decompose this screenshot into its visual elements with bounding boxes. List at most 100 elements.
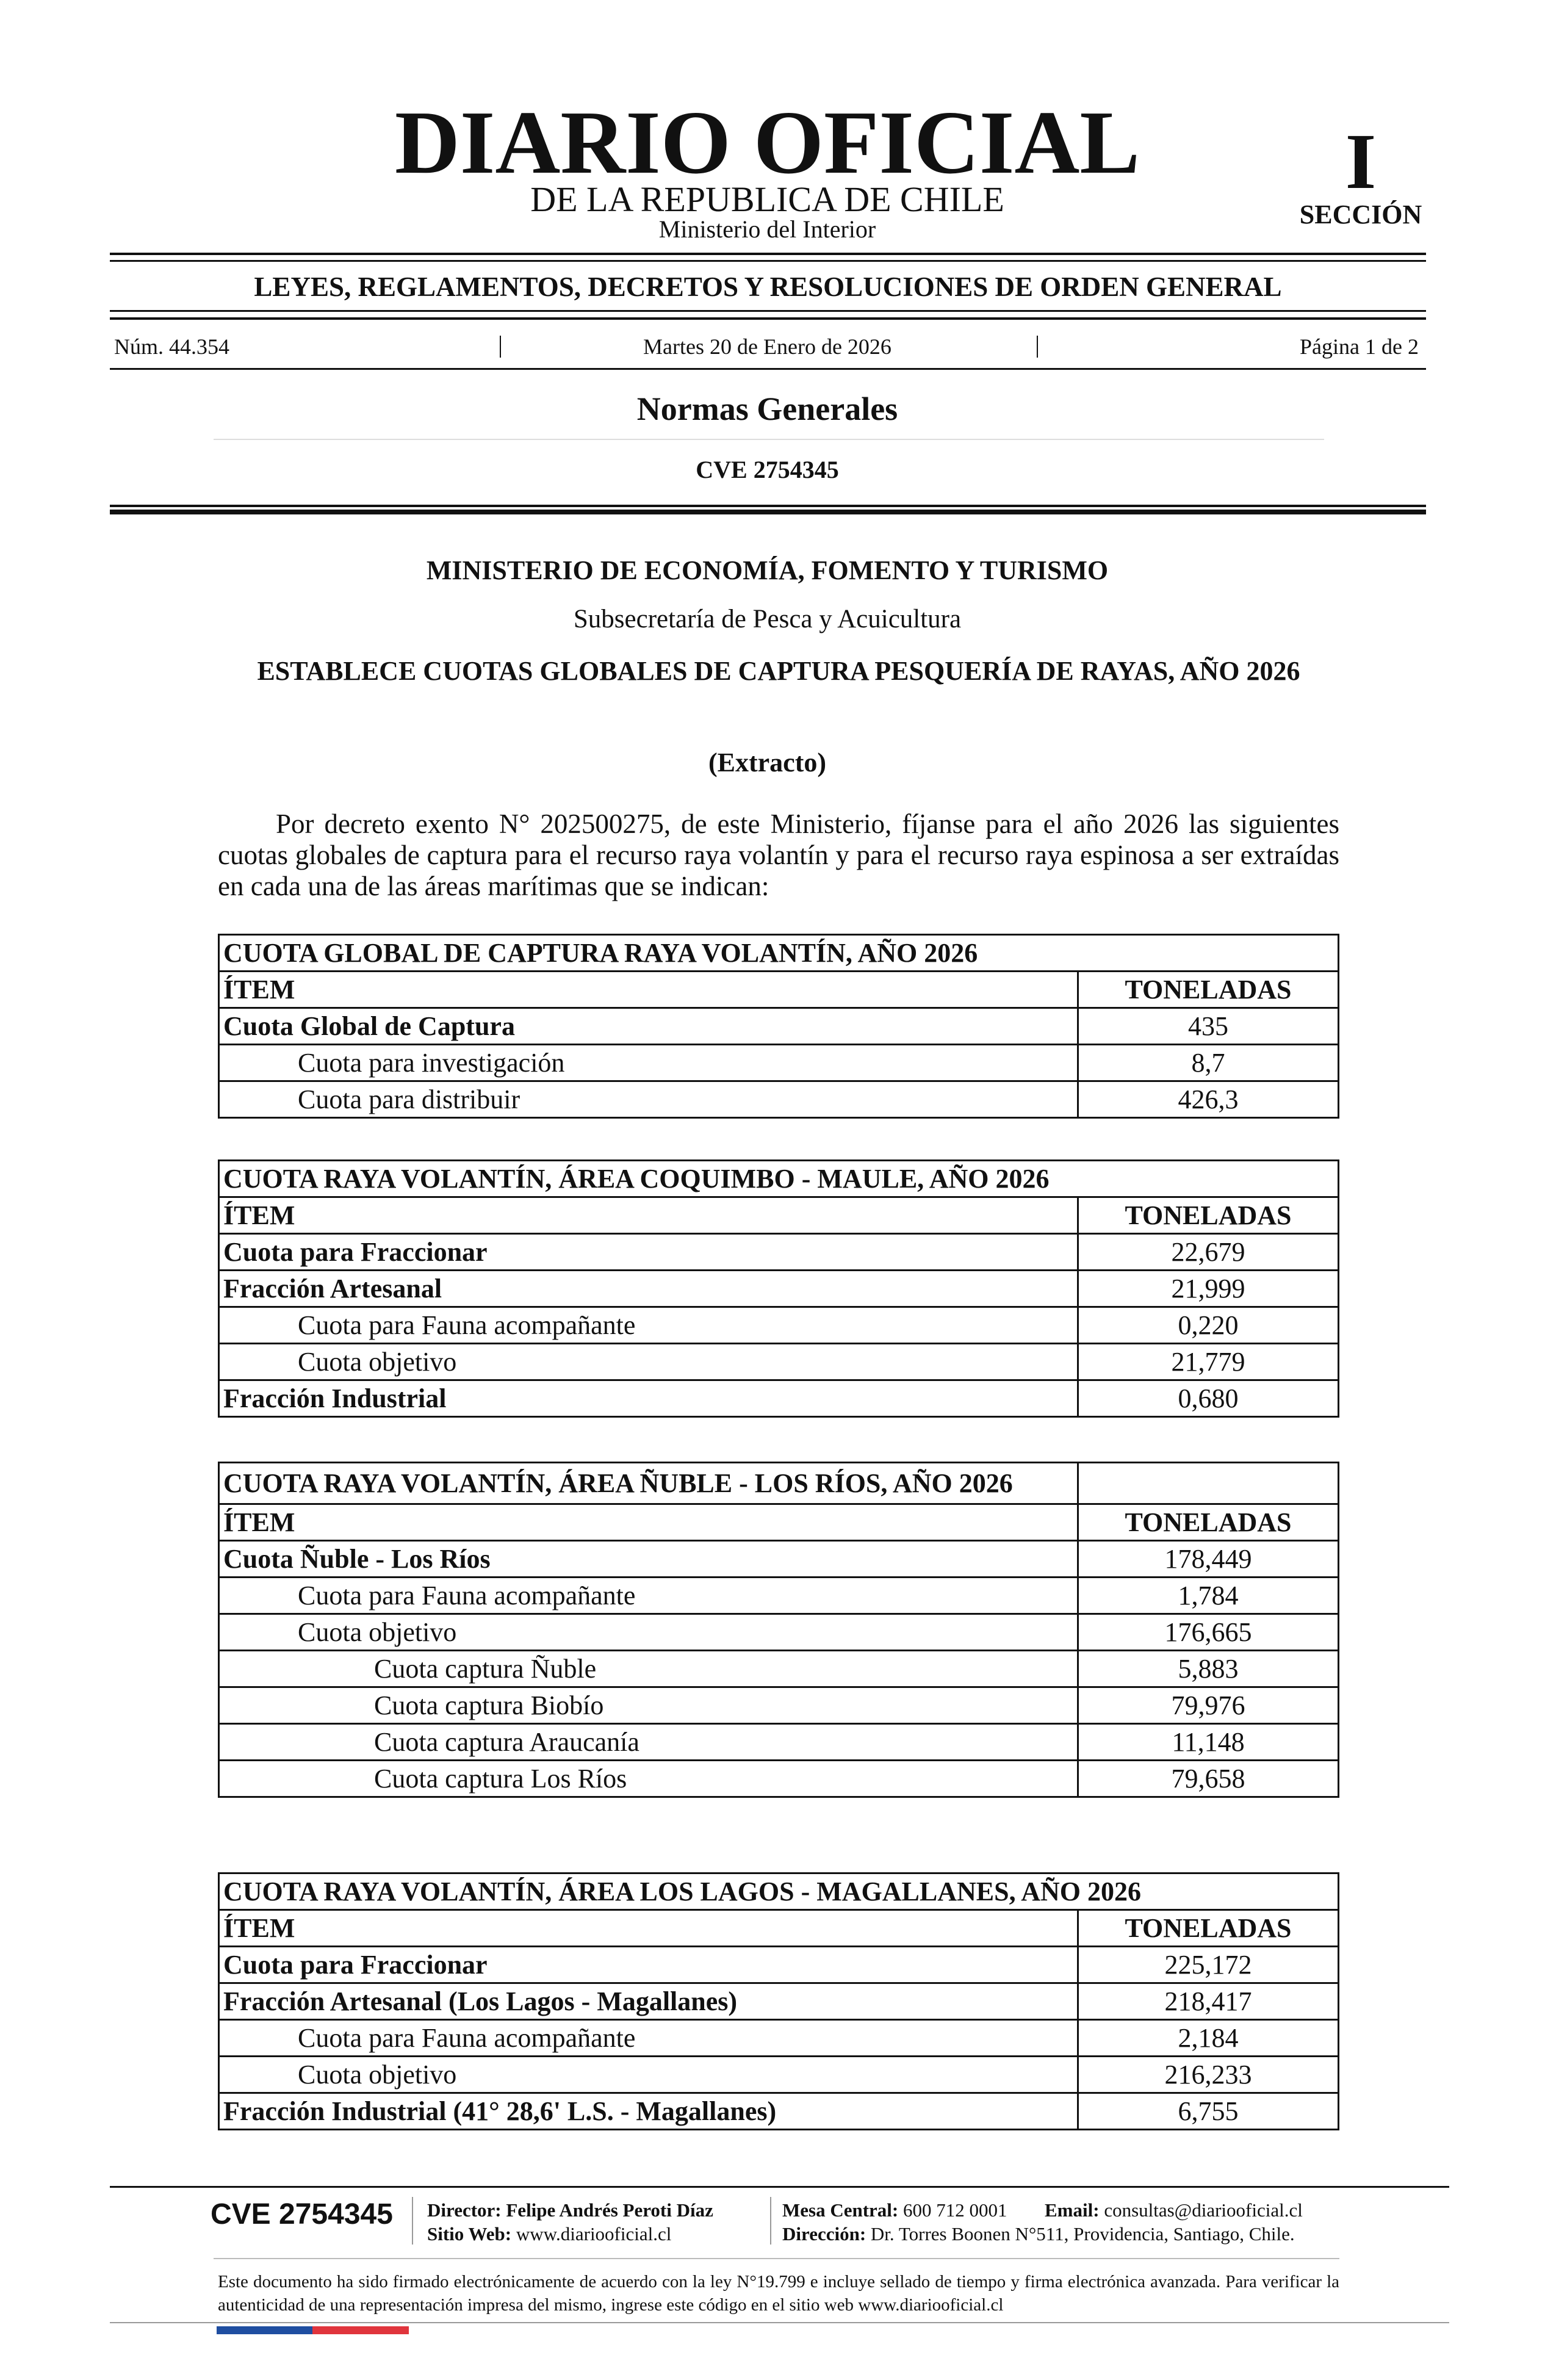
issue: Núm. 44.354 (114, 334, 229, 359)
value: 600 712 0001 (903, 2199, 1007, 2221)
column-header: ÍTEM (218, 1503, 1079, 1542)
item: Cuota captura Los Ríos (218, 1759, 1079, 1798)
header-row: ÍTEM TONELADAS (218, 1196, 1339, 1235)
rule (110, 310, 1426, 312)
item: Cuota objetivo (218, 2055, 1079, 2094)
item: Cuota para Fauna acompañante (218, 1306, 1079, 1344)
label: Dirección: (782, 2223, 866, 2245)
value: consultas@diariooficial.cl (1104, 2199, 1303, 2221)
column-header: TONELADAS (1077, 970, 1339, 1009)
item: Cuota para Fraccionar (218, 1233, 1079, 1271)
doc-note: (Extracto) (708, 748, 826, 777)
tonnes: 0,220 (1077, 1306, 1339, 1344)
tonnes: 21,999 (1077, 1269, 1339, 1308)
row: Fracción Industrial 0,680 (218, 1379, 1339, 1418)
tonnes: 0,680 (1077, 1379, 1339, 1418)
rule (214, 2258, 1339, 2259)
title-row: CUOTA RAYA VOLANTÍN, ÁREA COQUIMBO - MAU… (218, 1159, 1339, 1198)
table-title: CUOTA GLOBAL DE CAPTURA RAYA VOLANTÍN, A… (218, 934, 1339, 972)
separator (500, 336, 501, 358)
tonnes: 5,883 (1077, 1650, 1339, 1688)
quota-table: CUOTA RAYA VOLANTÍN, ÁREA COQUIMBO - MAU… (218, 1159, 1339, 1418)
row: Cuota captura Biobío 79,976 (218, 1686, 1339, 1725)
doc-subsecretary: Subsecretaría de Pesca y Acuicultura (573, 605, 962, 633)
table-title: CUOTA RAYA VOLANTÍN, ÁREA ÑUBLE - LOS RÍ… (218, 1462, 1079, 1505)
page-number: Página 1 de 2 (1300, 334, 1419, 359)
item: Fracción Artesanal (218, 1269, 1079, 1308)
flag-blue (217, 2326, 312, 2334)
tonnes: 22,679 (1077, 1233, 1339, 1271)
rule (110, 253, 1426, 255)
tonnes: 216,233 (1077, 2055, 1339, 2094)
row: Cuota Ñuble - Los Ríos 178,449 (218, 1540, 1339, 1578)
row: Cuota para Fauna acompañante 0,220 (218, 1306, 1339, 1344)
tonnes: 225,172 (1077, 1945, 1339, 1984)
phone: Mesa Central: 600 712 0001 (782, 2201, 1007, 2220)
item: Fracción Industrial (41° 28,6' L.S. - Ma… (218, 2092, 1079, 2130)
tonnes: 426,3 (1077, 1080, 1339, 1119)
email: Email: consultas@diariooficial.cl (1045, 2201, 1303, 2220)
tonnes: 8,7 (1077, 1044, 1339, 1082)
separator (1037, 336, 1038, 358)
category: LEYES, REGLAMENTOS, DECRETOS Y RESOLUCIO… (254, 272, 1282, 302)
item: Fracción Artesanal (Los Lagos - Magallan… (218, 1982, 1079, 2021)
header-row: ÍTEM TONELADAS (218, 1909, 1339, 1947)
flag-red (312, 2326, 409, 2334)
rule (110, 317, 1426, 320)
section-label: SECCIÓN (1299, 200, 1422, 229)
section-title: Normas Generales (636, 391, 898, 427)
masthead: DIARIO OFICIAL (394, 93, 1140, 193)
row: Fracción Industrial (41° 28,6' L.S. - Ma… (218, 2092, 1339, 2130)
label: Email: (1045, 2199, 1100, 2221)
rule (110, 260, 1426, 262)
tonnes: 2,184 (1077, 2019, 1339, 2057)
separator (770, 2197, 771, 2245)
item: Cuota objetivo (218, 1343, 1079, 1381)
row: Cuota objetivo 21,779 (218, 1343, 1339, 1381)
empty-cell (1077, 1462, 1339, 1505)
row: Fracción Artesanal (Los Lagos - Magallan… (218, 1982, 1339, 2021)
rule (110, 2322, 1449, 2323)
row: Cuota para Fauna acompañante 2,184 (218, 2019, 1339, 2057)
rule (110, 510, 1426, 514)
title-row: CUOTA GLOBAL DE CAPTURA RAYA VOLANTÍN, A… (218, 934, 1339, 972)
row: Fracción Artesanal 21,999 (218, 1269, 1339, 1308)
item: Cuota Global de Captura (218, 1007, 1079, 1045)
title-row: CUOTA RAYA VOLANTÍN, ÁREA LOS LAGOS - MA… (218, 1872, 1339, 1911)
row: Cuota para distribuir 426,3 (218, 1080, 1339, 1119)
row: Cuota objetivo 216,233 (218, 2055, 1339, 2094)
row: Cuota para Fauna acompañante 1,784 (218, 1576, 1339, 1615)
tonnes: 11,148 (1077, 1723, 1339, 1761)
rule (110, 505, 1426, 507)
row: Cuota captura Los Ríos 79,658 (218, 1759, 1339, 1798)
tonnes: 178,449 (1077, 1540, 1339, 1578)
tonnes: 21,779 (1077, 1343, 1339, 1381)
ministry: Ministerio del Interior (658, 215, 876, 243)
cve: CVE 2754345 (696, 456, 839, 483)
rule (110, 2186, 1449, 2188)
row: Cuota Global de Captura 435 (218, 1007, 1339, 1045)
item: Cuota para distribuir (218, 1080, 1079, 1119)
tonnes: 176,665 (1077, 1613, 1339, 1651)
tonnes: 435 (1077, 1007, 1339, 1045)
column-header: TONELADAS (1077, 1503, 1339, 1542)
quota-table: CUOTA RAYA VOLANTÍN, ÁREA ÑUBLE - LOS RÍ… (218, 1462, 1339, 1798)
rule (214, 439, 1324, 440)
date: Martes 20 de Enero de 2026 (643, 334, 891, 359)
footer-cve: CVE 2754345 (211, 2198, 393, 2230)
quota-table: CUOTA RAYA VOLANTÍN, ÁREA LOS LAGOS - MA… (218, 1872, 1339, 2130)
label: Mesa Central: (782, 2199, 899, 2221)
tonnes: 1,784 (1077, 1576, 1339, 1615)
item: Cuota Ñuble - Los Ríos (218, 1540, 1079, 1578)
subtitle: DE LA REPUBLICA DE CHILE (530, 179, 1004, 219)
row: Cuota captura Araucanía 11,148 (218, 1723, 1339, 1761)
row: Cuota para Fraccionar 225,172 (218, 1945, 1339, 1984)
column-header: ÍTEM (218, 970, 1079, 1009)
item: Cuota objetivo (218, 1613, 1079, 1651)
item: Cuota captura Biobío (218, 1686, 1079, 1725)
item: Cuota captura Araucanía (218, 1723, 1079, 1761)
item: Fracción Industrial (218, 1379, 1079, 1418)
title-row: CUOTA RAYA VOLANTÍN, ÁREA ÑUBLE - LOS RÍ… (218, 1462, 1339, 1505)
item: Cuota para investigación (218, 1044, 1079, 1082)
